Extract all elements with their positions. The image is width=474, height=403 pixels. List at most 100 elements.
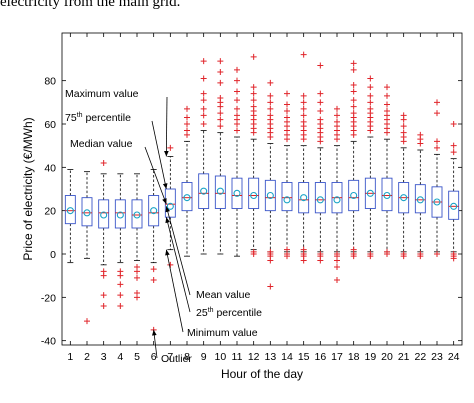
outlier-marker [267,248,274,255]
iqr-box [148,195,160,227]
outlier-marker [200,105,207,112]
box-hour-7 [164,144,176,268]
annotation-arrowhead [151,329,157,336]
x-tick-label: 20 [381,351,393,363]
outlier-marker [317,116,324,123]
outlier-marker [234,105,240,112]
outlier-marker [434,99,440,106]
outlier-marker [100,303,107,309]
x-tick-label: 16 [314,351,326,363]
x-tick-label: 11 [232,351,243,363]
outlier-marker [117,281,124,288]
x-tick-label: 3 [101,351,107,363]
mean-marker [416,196,424,204]
x-tick-label: 2 [84,351,90,363]
x-tick-label: 21 [398,351,410,363]
outlier-marker [300,118,307,125]
outlier-marker [417,253,424,260]
box-hour-2 [81,171,93,325]
outlier-marker [367,105,374,112]
outlier-marker [267,99,274,106]
iqr-box [248,177,260,209]
y-tick-label: 80 [44,76,56,88]
outlier-marker [300,246,307,253]
x-tick-label: 18 [348,351,360,363]
outlier-marker [250,97,257,104]
box-hour-16 [314,62,326,264]
x-tick-label: 10 [214,351,226,363]
box-hour-18 [348,60,360,260]
outlier-marker [184,121,190,127]
outlier-marker [200,90,207,97]
outlier-marker [350,66,357,73]
annotation-label: 25th percentile [196,307,262,319]
outlier-marker [317,90,324,97]
annotation-arrow [165,96,168,157]
outlier-marker [267,92,274,99]
outlier-marker [350,82,357,88]
x-tick-label: 6 [151,351,157,363]
outlier-marker [317,257,324,264]
outlier-marker [217,69,224,75]
iqr-box [198,173,210,209]
outlier-marker [234,88,240,95]
annotation-arrow [151,120,167,190]
outlier-marker [284,114,290,121]
box-hour-14 [281,90,293,260]
outlier-marker [317,62,324,69]
outlier-marker [384,84,390,91]
outlier-marker [434,138,440,145]
box-hour-6 [148,169,160,333]
outlier-marker [134,294,140,301]
outlier-marker [200,58,207,65]
box-hour-19 [364,75,376,260]
annotation-label: Mean value [196,289,250,301]
outlier-marker [384,248,390,255]
outlier-marker [400,129,407,136]
outlier-marker [250,84,257,91]
annotation-arrowhead [162,198,167,205]
x-tick-label: 8 [184,351,190,363]
box-hour-13 [264,79,276,290]
outlier-marker [367,92,374,99]
outlier-marker [184,127,190,134]
mean-marker [366,189,374,197]
x-tick-label: 13 [264,351,276,363]
outlier-marker [450,149,457,156]
box-hour-22 [414,131,426,260]
outlier-marker [300,92,307,99]
x-tick-label: 9 [201,351,207,363]
outlier-marker [334,277,340,283]
iqr-box [348,179,360,212]
outlier-marker [334,112,340,119]
mean-marker [350,191,358,200]
outlier-marker [234,97,240,104]
iqr-box [231,177,243,209]
iqr-box [214,175,226,209]
mean-marker [133,211,141,219]
mean-marker [300,194,308,202]
mean-marker [250,191,258,200]
box-hour-12 [248,53,260,257]
outlier-marker [450,142,457,149]
x-tick-label: 1 [67,351,73,363]
box-hour-23 [431,99,443,257]
x-tick-label: 19 [364,351,376,363]
mean-marker [266,191,274,200]
outlier-marker [267,283,274,290]
iqr-box [298,182,310,214]
mean-marker [216,187,224,195]
box-hour-24 [448,121,460,262]
outlier-marker [300,105,307,112]
annotation-arrowhead [162,183,168,189]
outlier-marker [200,121,207,127]
outlier-marker [367,253,374,260]
outlier-marker [217,123,224,130]
y-tick-label: 60 [44,119,56,131]
outlier-marker [100,160,107,166]
outlier-marker [184,105,190,112]
outlier-marker [284,101,290,108]
x-tick-label: 22 [414,351,426,363]
iqr-box [381,177,393,212]
